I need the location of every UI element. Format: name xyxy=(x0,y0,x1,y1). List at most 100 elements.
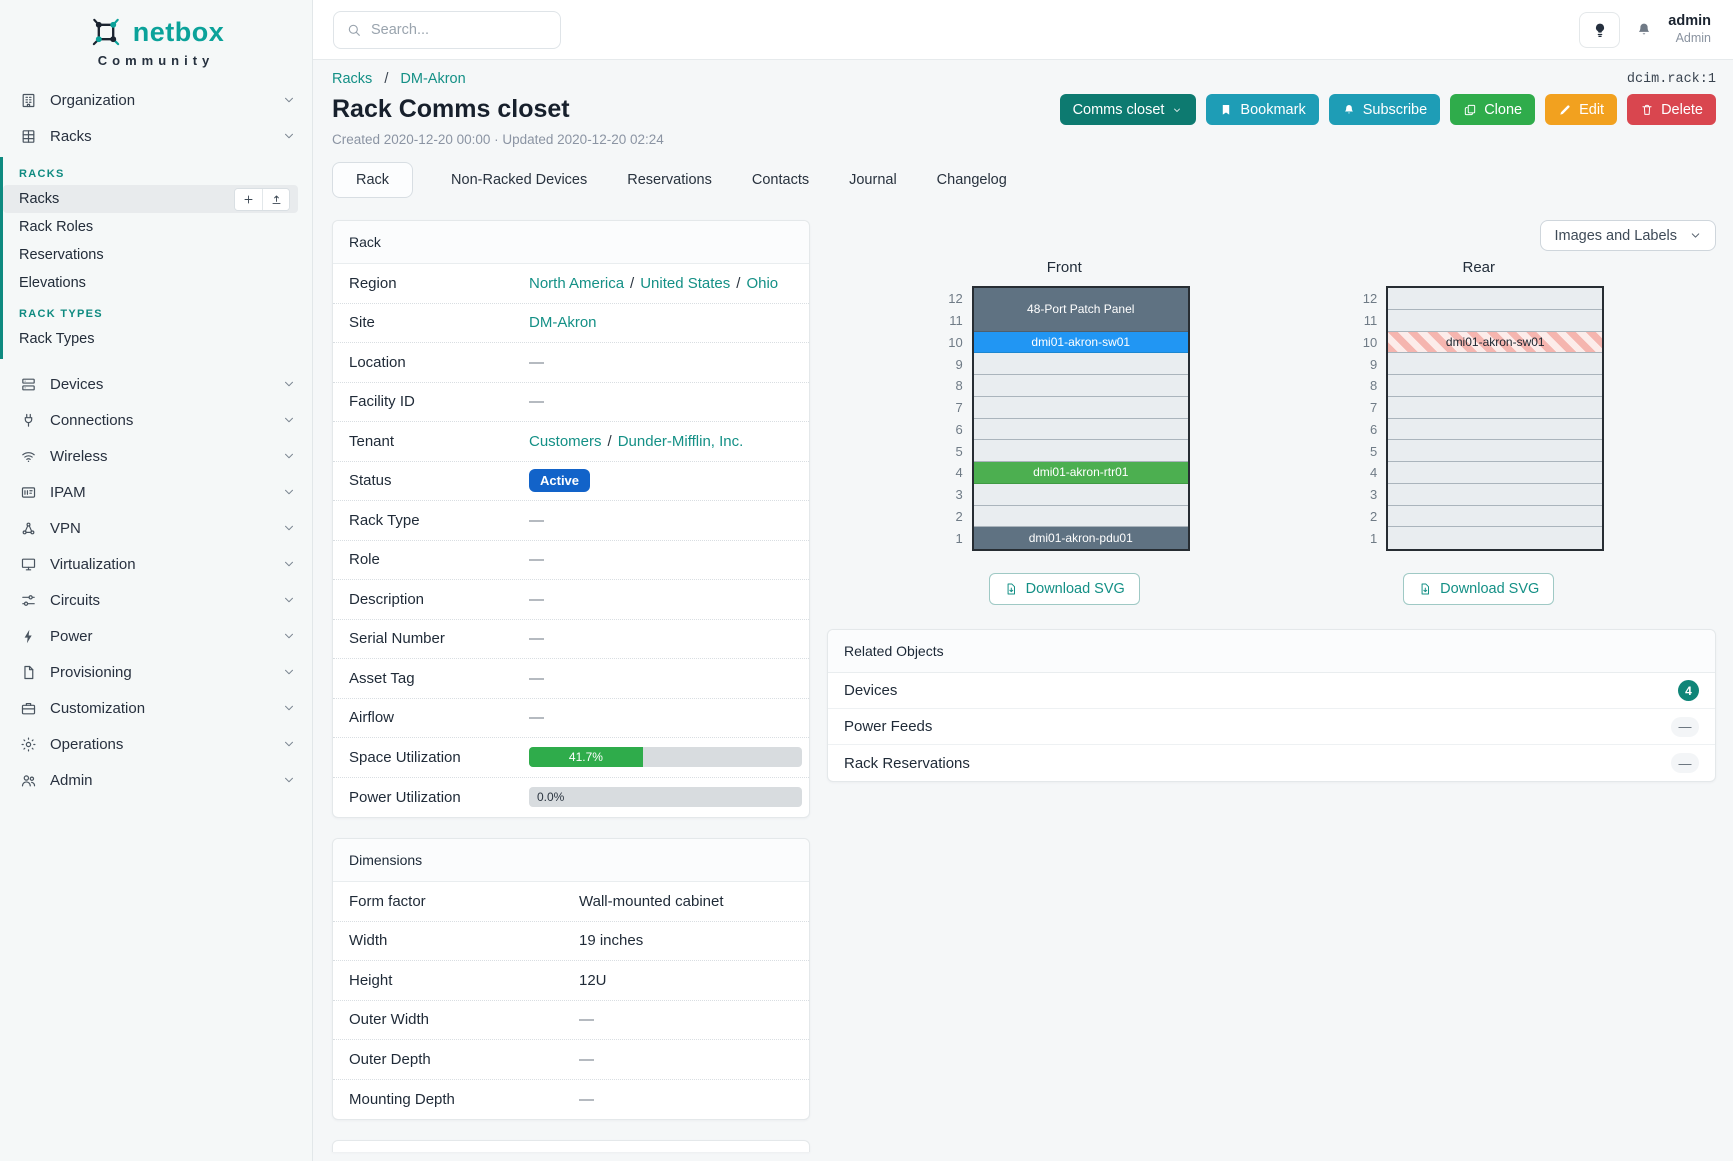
rack-device-dmi01-akron-pdu01[interactable]: dmi01-akron-pdu01 xyxy=(973,527,1188,549)
sidebar-item-power[interactable]: Power xyxy=(0,618,312,654)
import-button[interactable] xyxy=(262,188,289,210)
tab-non-racked-devices[interactable]: Non-Racked Devices xyxy=(449,163,589,197)
link-dunder-mifflin-inc[interactable]: Dunder-Mifflin, Inc. xyxy=(617,432,744,450)
rack-slot-empty[interactable] xyxy=(973,418,1188,441)
delete-button[interactable]: Delete xyxy=(1627,94,1716,125)
related-label[interactable]: Devices xyxy=(844,682,898,699)
sidebar-item-connections[interactable]: Connections xyxy=(0,402,312,438)
bolt-icon xyxy=(24,629,32,643)
rack-slot-empty[interactable] xyxy=(973,440,1188,462)
rack-slot-empty[interactable] xyxy=(1388,440,1603,462)
comms-closet-button[interactable]: Comms closet xyxy=(1059,94,1197,125)
rack-slot-empty[interactable] xyxy=(1388,527,1603,549)
sidebar-item-reservations[interactable]: Reservations xyxy=(3,241,298,269)
related-row-rack-reservations: Rack Reservations — xyxy=(828,745,1715,781)
images-labels-dropdown[interactable]: Images and Labels xyxy=(1540,220,1716,251)
notifications-button[interactable] xyxy=(1635,21,1653,39)
download-svg-button[interactable]: Download SVG xyxy=(1403,573,1555,605)
sidebar-item-racks[interactable]: Racks xyxy=(3,185,298,213)
chevron-down-icon xyxy=(285,453,293,459)
sidebar-item-label: IPAM xyxy=(50,483,86,501)
theme-toggle-button[interactable] xyxy=(1579,11,1621,48)
field-label: Width xyxy=(349,932,388,950)
nodes-icon xyxy=(22,522,35,534)
table-row: Facility ID — xyxy=(333,383,809,422)
rack-slot-empty[interactable] xyxy=(1388,483,1603,506)
search-input[interactable] xyxy=(371,21,548,38)
rack-device-dmi01-akron-sw01[interactable]: dmi01-akron-sw01 xyxy=(973,331,1188,354)
bookmark-button[interactable]: Bookmark xyxy=(1206,94,1319,125)
sidebar-item-virtualization[interactable]: Virtualization xyxy=(0,546,312,582)
table-row: Asset Tag — xyxy=(333,659,809,699)
sidebar-item-elevations[interactable]: Elevations xyxy=(3,269,298,297)
rack-slot-empty[interactable] xyxy=(1388,353,1603,375)
link-ohio[interactable]: Ohio xyxy=(746,274,779,292)
field-value-cell: — xyxy=(529,591,793,608)
field-value-cell: — xyxy=(529,630,793,647)
download-svg-button[interactable]: Download SVG xyxy=(988,573,1140,605)
rack-slot-empty[interactable] xyxy=(1388,418,1603,441)
link-dm-akron[interactable]: DM-Akron xyxy=(529,314,597,332)
field-value: 19 inches xyxy=(579,932,644,950)
rack-device-dmi01-akron-sw01[interactable]: dmi01-akron-sw01 xyxy=(1388,331,1603,354)
link-separator: / xyxy=(630,274,635,292)
rack-slot-empty[interactable] xyxy=(1388,375,1603,397)
rack-slot-empty[interactable] xyxy=(973,483,1188,506)
link-customers[interactable]: Customers xyxy=(529,432,602,450)
table-row: Location — xyxy=(333,343,809,383)
bell-icon xyxy=(1639,23,1650,34)
field-label: Tenant xyxy=(349,432,395,450)
rack-device-dmi01-akron-rtr01[interactable]: dmi01-akron-rtr01 xyxy=(973,462,1188,484)
panel-title: Rack xyxy=(333,221,809,264)
tab-reservations[interactable]: Reservations xyxy=(625,163,714,197)
rack-slot-empty[interactable] xyxy=(1388,505,1603,528)
related-label[interactable]: Rack Reservations xyxy=(844,754,970,772)
rack-slot-empty[interactable] xyxy=(1388,462,1603,484)
sidebar-item-circuits[interactable]: Circuits xyxy=(0,582,312,618)
sidebar-item-rack-types[interactable]: Rack Types xyxy=(3,325,298,353)
breadcrumb-link-racks[interactable]: Racks xyxy=(332,71,373,87)
link-north-america[interactable]: North America xyxy=(529,274,625,292)
clone-button[interactable]: Clone xyxy=(1450,94,1536,125)
chevron-down-icon xyxy=(285,777,293,783)
rack-slot-empty[interactable] xyxy=(973,505,1188,528)
field-label: Mounting Depth xyxy=(349,1090,455,1108)
sidebar-item-label: Rack Types xyxy=(19,331,95,347)
sidebar-item-ipam[interactable]: IPAM xyxy=(0,474,312,510)
sidebar-item-devices[interactable]: Devices xyxy=(0,366,312,402)
subscribe-button[interactable]: Subscribe xyxy=(1328,94,1441,125)
user-menu[interactable]: admin Admin xyxy=(1668,13,1711,45)
sidebar-item-provisioning[interactable]: Provisioning xyxy=(0,654,312,690)
sidebar-item-admin[interactable]: Admin xyxy=(0,762,312,798)
unit-number: 12 xyxy=(1362,291,1378,307)
related-count-badge[interactable]: 4 xyxy=(1678,680,1699,701)
tab-changelog[interactable]: Changelog xyxy=(935,163,1009,197)
sidebar-item-wireless[interactable]: Wireless xyxy=(0,438,312,474)
sidebar-item-operations[interactable]: Operations xyxy=(0,726,312,762)
breadcrumb-link-site[interactable]: DM-Akron xyxy=(400,71,466,87)
edit-button[interactable]: Edit xyxy=(1545,94,1618,125)
add-button[interactable] xyxy=(235,188,262,210)
rack-slot-empty[interactable] xyxy=(1388,309,1603,332)
sidebar-item-rack-roles[interactable]: Rack Roles xyxy=(3,213,298,241)
sidebar-item-organization[interactable]: Organization xyxy=(0,82,312,118)
tab-contacts[interactable]: Contacts xyxy=(750,163,811,197)
unit-number: 11 xyxy=(1363,313,1378,329)
tab-journal[interactable]: Journal xyxy=(847,163,899,197)
brand-name[interactable]: netbox xyxy=(132,16,225,47)
tab-rack[interactable]: Rack xyxy=(332,162,414,198)
sidebar-item-vpn[interactable]: VPN xyxy=(0,510,312,546)
rack-slot-empty[interactable] xyxy=(1388,396,1603,419)
sidebar-item-racks[interactable]: Racks xyxy=(0,118,312,154)
rack-device-48-port-patch-panel[interactable]: 48-Port Patch Panel xyxy=(973,288,1188,332)
rack-slot-empty[interactable] xyxy=(973,353,1188,375)
rack-slot-empty[interactable] xyxy=(1388,288,1603,310)
rack-slot-empty[interactable] xyxy=(973,396,1188,419)
rack-slot-empty[interactable] xyxy=(973,375,1188,397)
field-label: Power Utilization xyxy=(349,788,461,806)
link-united-states[interactable]: United States xyxy=(640,274,731,292)
related-label[interactable]: Power Feeds xyxy=(844,718,933,735)
sidebar-item-customization[interactable]: Customization xyxy=(0,690,312,726)
file-icon xyxy=(24,665,34,679)
